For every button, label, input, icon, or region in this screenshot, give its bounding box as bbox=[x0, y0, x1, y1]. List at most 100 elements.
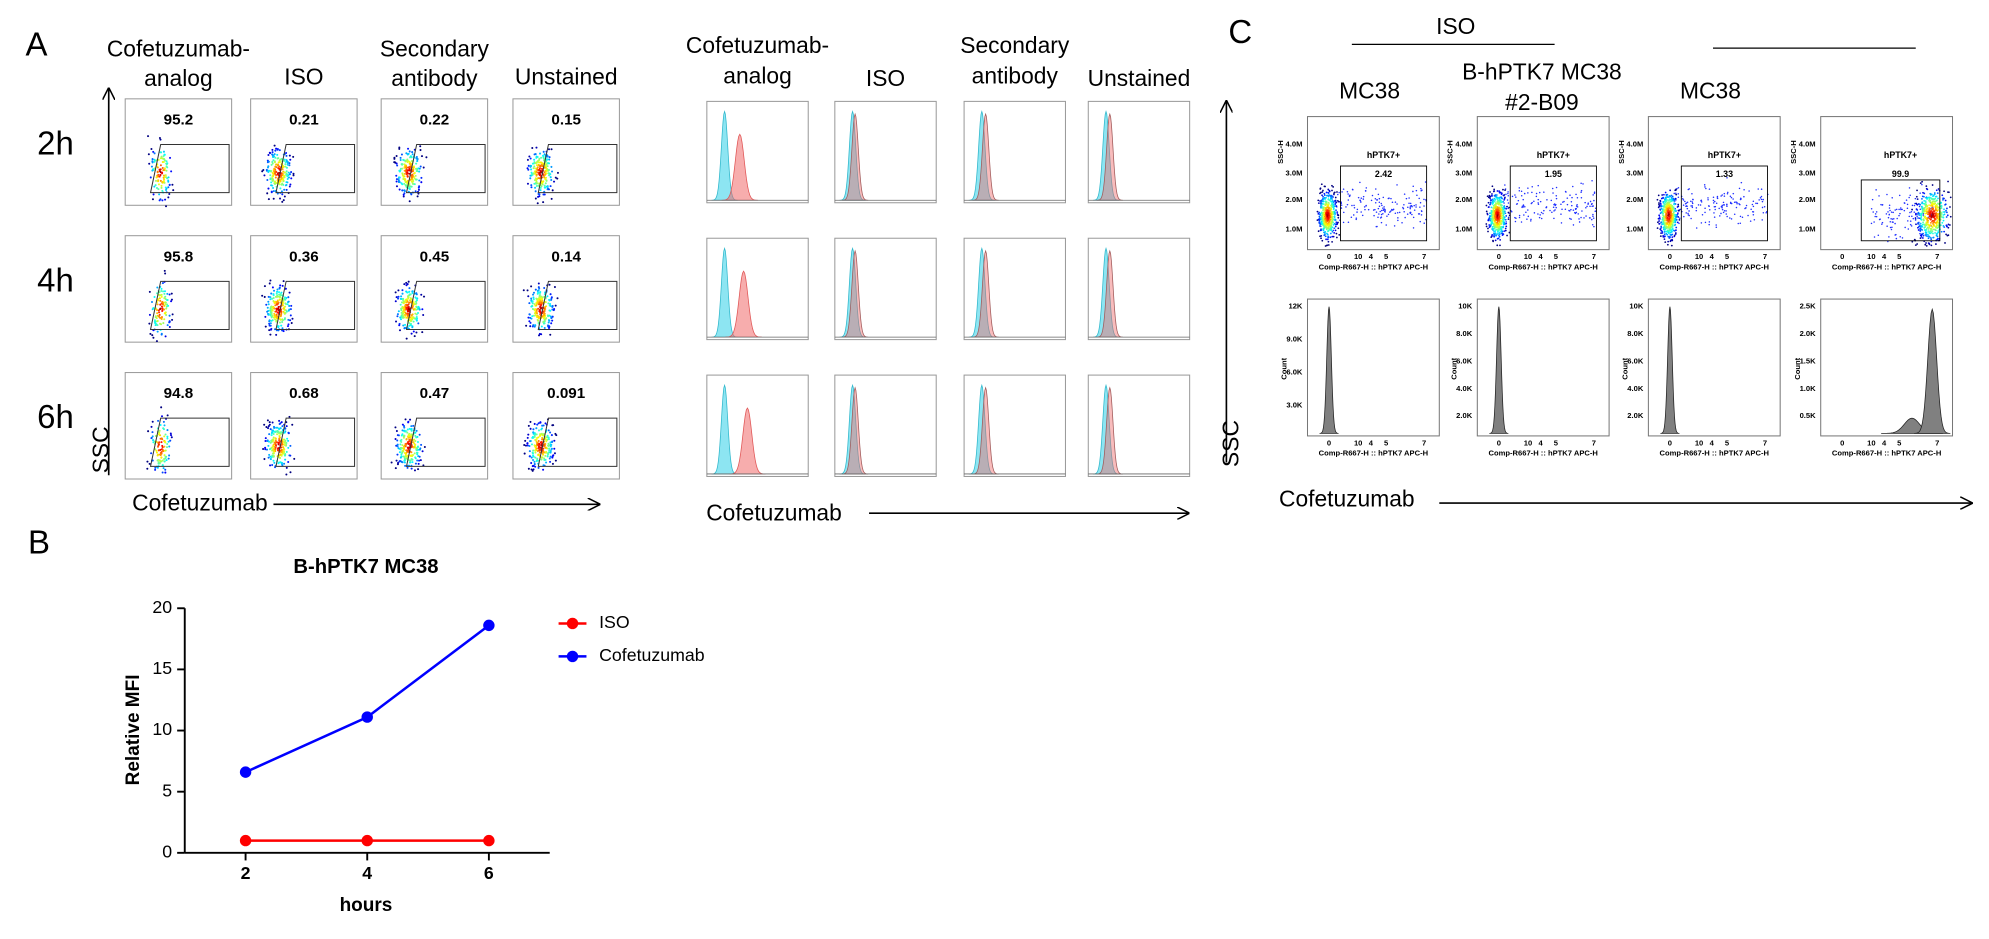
event-dot bbox=[542, 156, 545, 159]
y-tick-label: 3.0M bbox=[1286, 169, 1303, 178]
event-dot bbox=[1887, 216, 1890, 219]
event-dot bbox=[548, 156, 551, 159]
event-dot bbox=[405, 438, 408, 441]
event-dot bbox=[539, 311, 542, 314]
event-dot bbox=[543, 184, 546, 187]
event-dot bbox=[272, 169, 275, 172]
event-dot bbox=[420, 155, 424, 158]
event-dot bbox=[414, 174, 417, 177]
event-dot bbox=[1320, 222, 1323, 225]
event-dot bbox=[546, 434, 549, 437]
event-dot bbox=[1329, 194, 1332, 197]
event-dot bbox=[1320, 206, 1322, 209]
x-tick-label: 0 bbox=[1327, 252, 1331, 261]
data-point bbox=[239, 834, 252, 847]
event-dot bbox=[1725, 210, 1727, 212]
event-dot bbox=[162, 450, 165, 453]
event-dot bbox=[1423, 205, 1425, 207]
event-dot bbox=[410, 163, 413, 166]
y-tick-label: 5 bbox=[162, 780, 172, 800]
event-dot bbox=[1901, 237, 1904, 239]
event-dot bbox=[275, 303, 278, 306]
event-dot bbox=[553, 439, 556, 442]
event-dot bbox=[395, 155, 398, 158]
y-tick-label: 8.0K bbox=[1456, 329, 1473, 338]
event-dot bbox=[1326, 210, 1329, 212]
event-dot bbox=[1760, 195, 1763, 198]
event-dot bbox=[1704, 211, 1706, 214]
event-dot bbox=[1664, 223, 1667, 225]
event-dot bbox=[287, 323, 290, 326]
event-dot bbox=[1322, 224, 1325, 227]
event-dot bbox=[396, 313, 399, 316]
event-dot bbox=[1409, 211, 1412, 214]
gate-name: hPTK7+ bbox=[1537, 150, 1570, 160]
event-dot bbox=[415, 436, 418, 439]
event-dot bbox=[1421, 189, 1423, 191]
event-dot bbox=[1564, 208, 1567, 210]
event-dot bbox=[1325, 221, 1327, 224]
event-dot bbox=[415, 162, 418, 165]
event-dot bbox=[554, 459, 557, 462]
event-dot bbox=[167, 179, 170, 182]
event-dot bbox=[408, 427, 411, 430]
event-dot bbox=[1572, 224, 1575, 226]
event-dot bbox=[1415, 204, 1417, 206]
event-dot bbox=[1931, 219, 1934, 222]
event-dot bbox=[1316, 219, 1319, 222]
event-dot bbox=[541, 436, 544, 439]
event-dot bbox=[549, 460, 552, 463]
event-dot bbox=[554, 304, 557, 307]
event-dot bbox=[1502, 218, 1505, 221]
event-dot bbox=[551, 170, 554, 173]
event-dot bbox=[1593, 225, 1595, 228]
event-dot bbox=[1332, 211, 1335, 214]
flow-plot bbox=[1820, 116, 1954, 251]
event-dot bbox=[1409, 207, 1412, 210]
event-dot bbox=[1673, 198, 1676, 201]
event-dot bbox=[1392, 208, 1395, 210]
event-dot bbox=[407, 280, 410, 283]
x-tick-label: 2 bbox=[241, 863, 251, 883]
histogram-peak bbox=[1096, 249, 1123, 338]
event-dot bbox=[1416, 194, 1418, 197]
event-dot bbox=[1384, 210, 1386, 213]
event-dot bbox=[160, 289, 163, 292]
event-dot bbox=[279, 197, 282, 200]
event-dot bbox=[1327, 235, 1330, 238]
event-dot bbox=[1390, 197, 1392, 200]
gate bbox=[1340, 165, 1428, 242]
event-dot bbox=[407, 296, 410, 299]
event-dot bbox=[1338, 191, 1340, 194]
event-dot bbox=[1575, 205, 1578, 207]
event-dot bbox=[1709, 208, 1711, 211]
event-dot bbox=[163, 159, 166, 162]
event-dot bbox=[400, 440, 403, 443]
event-dot bbox=[411, 173, 414, 176]
event-dot bbox=[1726, 205, 1728, 208]
event-dot bbox=[1674, 203, 1677, 205]
event-dot bbox=[539, 186, 542, 189]
event-dot bbox=[273, 312, 276, 315]
event-dot bbox=[1507, 218, 1510, 221]
event-dot bbox=[1874, 213, 1877, 215]
event-dot bbox=[1663, 193, 1665, 196]
event-dot bbox=[270, 313, 273, 316]
event-dot bbox=[157, 180, 160, 183]
column-header: Cofetuzumab- bbox=[107, 36, 250, 62]
event-dot bbox=[1704, 221, 1707, 224]
event-dot bbox=[400, 446, 403, 450]
event-dot bbox=[266, 306, 269, 309]
event-dot bbox=[1331, 219, 1334, 222]
event-dot bbox=[418, 179, 421, 182]
event-dot bbox=[1340, 202, 1343, 204]
event-dot bbox=[1580, 216, 1582, 219]
event-dot bbox=[169, 156, 172, 159]
event-dot bbox=[1707, 198, 1709, 201]
event-dot bbox=[1665, 214, 1667, 217]
event-dot bbox=[1916, 209, 1919, 211]
event-dot bbox=[1922, 237, 1924, 239]
event-dot bbox=[1551, 211, 1553, 214]
event-dot bbox=[281, 319, 284, 322]
event-dot bbox=[415, 451, 418, 454]
